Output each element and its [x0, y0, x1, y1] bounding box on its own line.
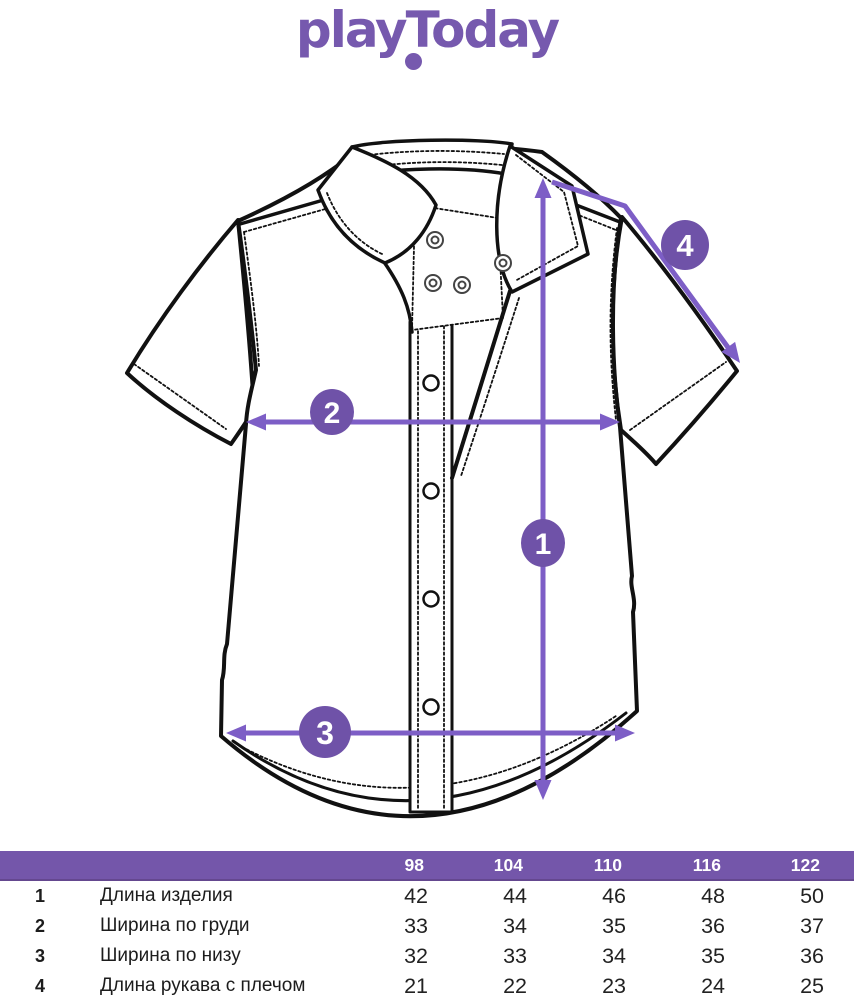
- snap-buttons: [424, 231, 512, 294]
- size-col-110: 110: [593, 854, 622, 875]
- row-3-num: 3: [34, 945, 45, 966]
- row-1-val-122: 50: [800, 883, 824, 908]
- table-row: 3 Ширина по низу 32 33 34 35 36: [0, 941, 854, 971]
- measure-arrow-length: [534, 178, 552, 800]
- row-2-label: Ширина по груди: [100, 915, 250, 936]
- row-1-val-110: 46: [602, 883, 626, 908]
- row-4-num: 4: [34, 975, 45, 996]
- size-col-116: 116: [692, 854, 721, 875]
- row-2-val-122: 37: [800, 913, 824, 938]
- row-4-label: Длина рукава с плечом: [100, 975, 306, 996]
- row-2-val-116: 36: [701, 913, 725, 938]
- size-col-98: 98: [404, 854, 424, 875]
- size-col-104: 104: [493, 854, 523, 875]
- table-row: 4 Длина рукава с плечом 21 22 23 24 25: [0, 971, 854, 1001]
- row-4-val-110: 23: [602, 973, 626, 998]
- brand-logo: playToday: [0, 0, 854, 80]
- brand-logo-dot-icon: [405, 53, 422, 70]
- marker-3: 3: [299, 706, 351, 758]
- shirt-measurement-diagram: 1 2 3 4: [125, 138, 740, 819]
- table-row: 1 Длина изделия 42 44 46 48 50: [0, 881, 854, 911]
- left-sleeve: [125, 218, 256, 446]
- marker-3-label: 3: [316, 715, 334, 751]
- shirt-diagram-svg: 1 2 3 4: [125, 138, 740, 819]
- row-4-val-104: 22: [503, 973, 527, 998]
- table-row: 2 Ширина по груди 33 34 35 36 37: [0, 911, 854, 941]
- marker-2: 2: [310, 389, 354, 435]
- measurement-arrows: [226, 178, 740, 800]
- row-3-val-98: 32: [404, 943, 428, 968]
- row-4-val-122: 25: [800, 973, 824, 998]
- brand-logo-text: playToday: [295, 1, 560, 59]
- size-table-header: 98 104 110 116 122: [0, 851, 854, 881]
- measurement-markers: 1 2 3 4: [299, 220, 709, 758]
- size-table: 98 104 110 116 122 1 Длина изделия 42 44…: [0, 851, 854, 1001]
- shirt-drawing: [125, 138, 739, 819]
- size-col-122: 122: [790, 854, 820, 875]
- row-2-val-110: 35: [602, 913, 626, 938]
- row-3-val-122: 36: [800, 943, 824, 968]
- row-1-val-116: 48: [701, 883, 725, 908]
- marker-4-label: 4: [676, 228, 694, 263]
- row-2-val-104: 34: [503, 913, 527, 938]
- row-4-val-116: 24: [701, 973, 725, 998]
- marker-4: 4: [661, 220, 709, 270]
- row-1-val-104: 44: [503, 883, 527, 908]
- row-2-val-98: 33: [404, 913, 428, 938]
- button-placket: [408, 320, 454, 814]
- marker-1: 1: [521, 519, 565, 567]
- marker-2-label: 2: [324, 397, 341, 430]
- row-3-val-116: 35: [701, 943, 725, 968]
- marker-1-label: 1: [535, 528, 552, 561]
- row-4-val-98: 21: [404, 973, 428, 998]
- buttons: [422, 374, 440, 716]
- row-1-val-98: 42: [404, 883, 428, 908]
- measure-arrow-hem: [226, 724, 635, 742]
- row-1-label: Длина изделия: [100, 885, 233, 906]
- row-3-label: Ширина по низу: [100, 945, 241, 966]
- row-1-num: 1: [34, 885, 45, 906]
- measure-arrow-sleeve: [551, 179, 740, 363]
- row-2-num: 2: [34, 915, 45, 936]
- row-3-val-110: 34: [602, 943, 626, 968]
- row-3-val-104: 33: [503, 943, 527, 968]
